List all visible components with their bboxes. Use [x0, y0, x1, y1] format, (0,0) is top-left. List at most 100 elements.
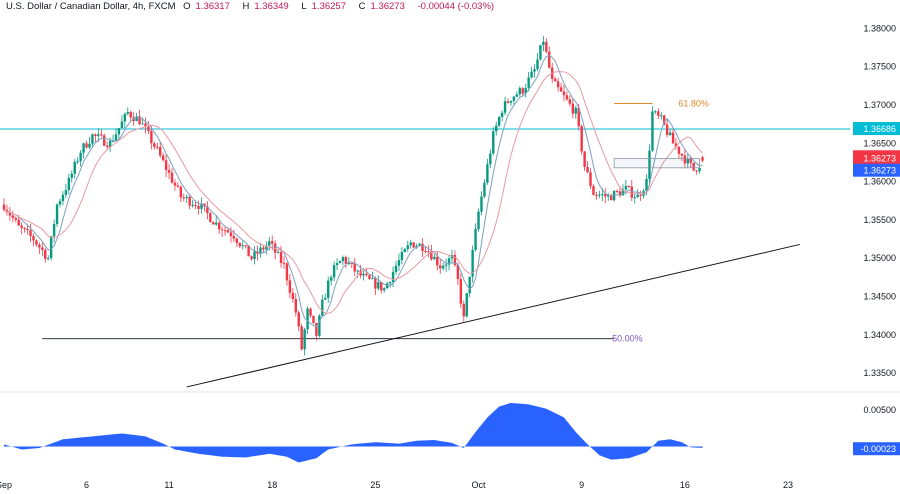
- time-axis[interactable]: Sep 6 11 18 25 Oct 9 16 23: [0, 480, 793, 490]
- candle-body: [229, 232, 233, 237]
- candle-body: [586, 166, 589, 173]
- candle-body: [268, 241, 271, 246]
- candle-body: [88, 143, 91, 148]
- candle-body: [595, 194, 598, 196]
- price-tick-label: 1.35500: [863, 215, 896, 225]
- price-tag: 1.36686: [853, 122, 900, 136]
- candle-body: [639, 194, 642, 196]
- candle-body: [571, 103, 575, 114]
- candle-body: [665, 124, 669, 136]
- candle-body: [271, 241, 274, 244]
- price-tick-label: 1.33500: [863, 368, 896, 378]
- candle-body: [621, 189, 625, 196]
- candle-body: [427, 251, 430, 253]
- candle-body: [291, 292, 295, 299]
- candle-body: [300, 326, 303, 350]
- candle-body: [615, 190, 619, 192]
- candle-body: [55, 204, 59, 225]
- candle-body: [548, 51, 551, 68]
- high-label: H: [242, 1, 250, 12]
- candle-body: [624, 185, 628, 190]
- price-tag-label: 1.36686: [863, 124, 896, 134]
- candle-body: [253, 251, 256, 260]
- candle-body: [447, 258, 451, 265]
- candle-body: [500, 112, 504, 118]
- candle-body: [341, 257, 345, 262]
- candle-body: [197, 205, 200, 209]
- candle-body: [509, 100, 513, 103]
- candle-body: [20, 225, 23, 229]
- candle-body: [129, 112, 132, 118]
- candle-body: [677, 146, 681, 154]
- candle-body: [315, 322, 318, 336]
- price-tick-label: 1.36000: [863, 177, 896, 187]
- candle-body: [161, 155, 165, 161]
- candle-body: [609, 195, 613, 201]
- candle-body: [568, 99, 572, 104]
- candle-body: [26, 229, 29, 231]
- candle-body: [648, 150, 651, 179]
- candle-body: [105, 145, 109, 148]
- candle-body: [397, 260, 401, 266]
- price-tag-label: 1.36273: [863, 166, 896, 176]
- candle-body: [250, 256, 253, 260]
- symbol-legend: U.S. Dollar / Canadian Dollar, 4h, FXCM …: [6, 0, 499, 14]
- candle-body: [385, 283, 389, 289]
- candle-body: [559, 87, 563, 92]
- candle-body: [350, 263, 353, 265]
- trendline: [186, 243, 800, 388]
- candle-body: [52, 224, 56, 237]
- slow-moving-average: [3, 70, 703, 314]
- price-pane[interactable]: 61.80% 50.00%: [0, 35, 900, 393]
- candle-body: [374, 278, 377, 289]
- candle-body: [164, 160, 168, 171]
- price-tick-label: 1.35000: [863, 253, 896, 263]
- candle-body: [486, 164, 489, 183]
- candle-body: [97, 134, 100, 136]
- candle-body: [477, 211, 480, 229]
- price-tag-background: [853, 122, 900, 136]
- candle-body: [79, 152, 82, 162]
- candle-body: [159, 147, 162, 156]
- candle-body: [604, 194, 607, 197]
- candle-body: [312, 315, 315, 323]
- symbol-title: U.S. Dollar / Canadian Dollar, 4h, FXCM: [6, 1, 176, 12]
- fib-annotation-label: 61.80%: [678, 98, 709, 108]
- open-value: 1.36317: [195, 1, 230, 12]
- candle-body: [692, 162, 695, 171]
- oscillator-pane[interactable]: [4, 402, 703, 463]
- candle-body: [430, 251, 433, 260]
- candle-body: [380, 282, 383, 291]
- candle-body: [598, 194, 601, 196]
- candle-body: [318, 315, 321, 336]
- open-label: O: [183, 1, 191, 12]
- consolidation-box: [613, 158, 700, 169]
- candle-body: [698, 167, 701, 172]
- candle-body: [441, 265, 445, 269]
- candle-body: [630, 186, 633, 198]
- candle-body: [238, 242, 241, 247]
- candle-body: [503, 101, 507, 113]
- candle-body: [70, 173, 73, 178]
- candle-body: [518, 88, 521, 95]
- oscillator-histogram: [4, 402, 703, 463]
- candle-body: [167, 170, 171, 173]
- candle-body: [226, 230, 230, 233]
- candle-body: [117, 128, 121, 135]
- time-tick-label: 23: [783, 480, 793, 490]
- candle-body: [147, 126, 150, 132]
- candle-body: [545, 41, 548, 52]
- price-axis[interactable]: 1.38000 1.37500 1.37000 1.36500 1.36000 1.355…: [853, 23, 900, 456]
- candle-body: [35, 240, 38, 245]
- candle-body: [170, 172, 174, 183]
- candle-body: [365, 273, 368, 276]
- candle-body: [489, 153, 492, 165]
- candle-body: [418, 243, 421, 246]
- candle-body: [657, 111, 660, 116]
- candle-body: [11, 215, 15, 218]
- candle-body: [383, 288, 386, 291]
- candle-body: [76, 161, 79, 163]
- candle-body: [459, 279, 463, 304]
- low-value: 1.36257: [311, 1, 346, 12]
